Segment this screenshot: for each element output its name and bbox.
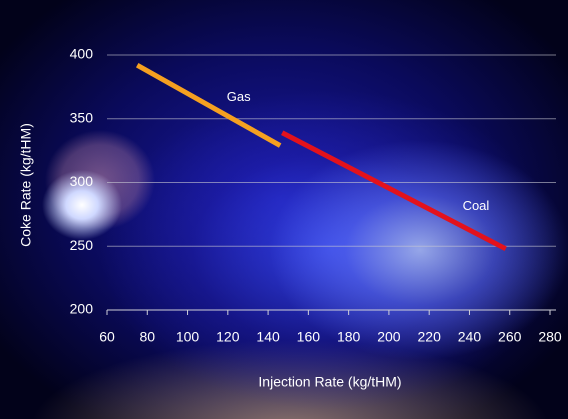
x-axis-label: Injection Rate (kg/tHM) (258, 374, 401, 390)
y-tick-label: 300 (70, 173, 94, 189)
y-axis-label: Coke Rate (kg/tHM) (18, 123, 34, 247)
x-tick-label: 80 (139, 329, 155, 345)
y-tick-label: 200 (70, 301, 94, 317)
series-label: Coal (463, 198, 490, 213)
x-tick-label: 260 (498, 329, 522, 345)
x-tick-label: 220 (418, 329, 442, 345)
x-tick-label: 60 (99, 329, 115, 345)
x-tick-label: 100 (176, 329, 200, 345)
series-label: Gas (227, 89, 251, 104)
x-tick-label: 240 (458, 329, 482, 345)
x-tick-label: 280 (538, 329, 562, 345)
y-tick-label: 250 (70, 237, 94, 253)
series-line (282, 133, 506, 249)
series-line (137, 65, 280, 145)
x-tick-label: 160 (297, 329, 321, 345)
y-tick-label: 400 (70, 46, 94, 62)
x-tick-label: 140 (256, 329, 280, 345)
y-tick-label: 350 (70, 109, 94, 125)
x-tick-label: 120 (216, 329, 240, 345)
x-tick-label: 200 (377, 329, 401, 345)
chart: Injection Rate (kg/tHM) Coke Rate (kg/tH… (0, 0, 568, 419)
x-tick-label: 180 (337, 329, 361, 345)
screenshot: Injection Rate (kg/tHM) Coke Rate (kg/tH… (0, 0, 568, 419)
